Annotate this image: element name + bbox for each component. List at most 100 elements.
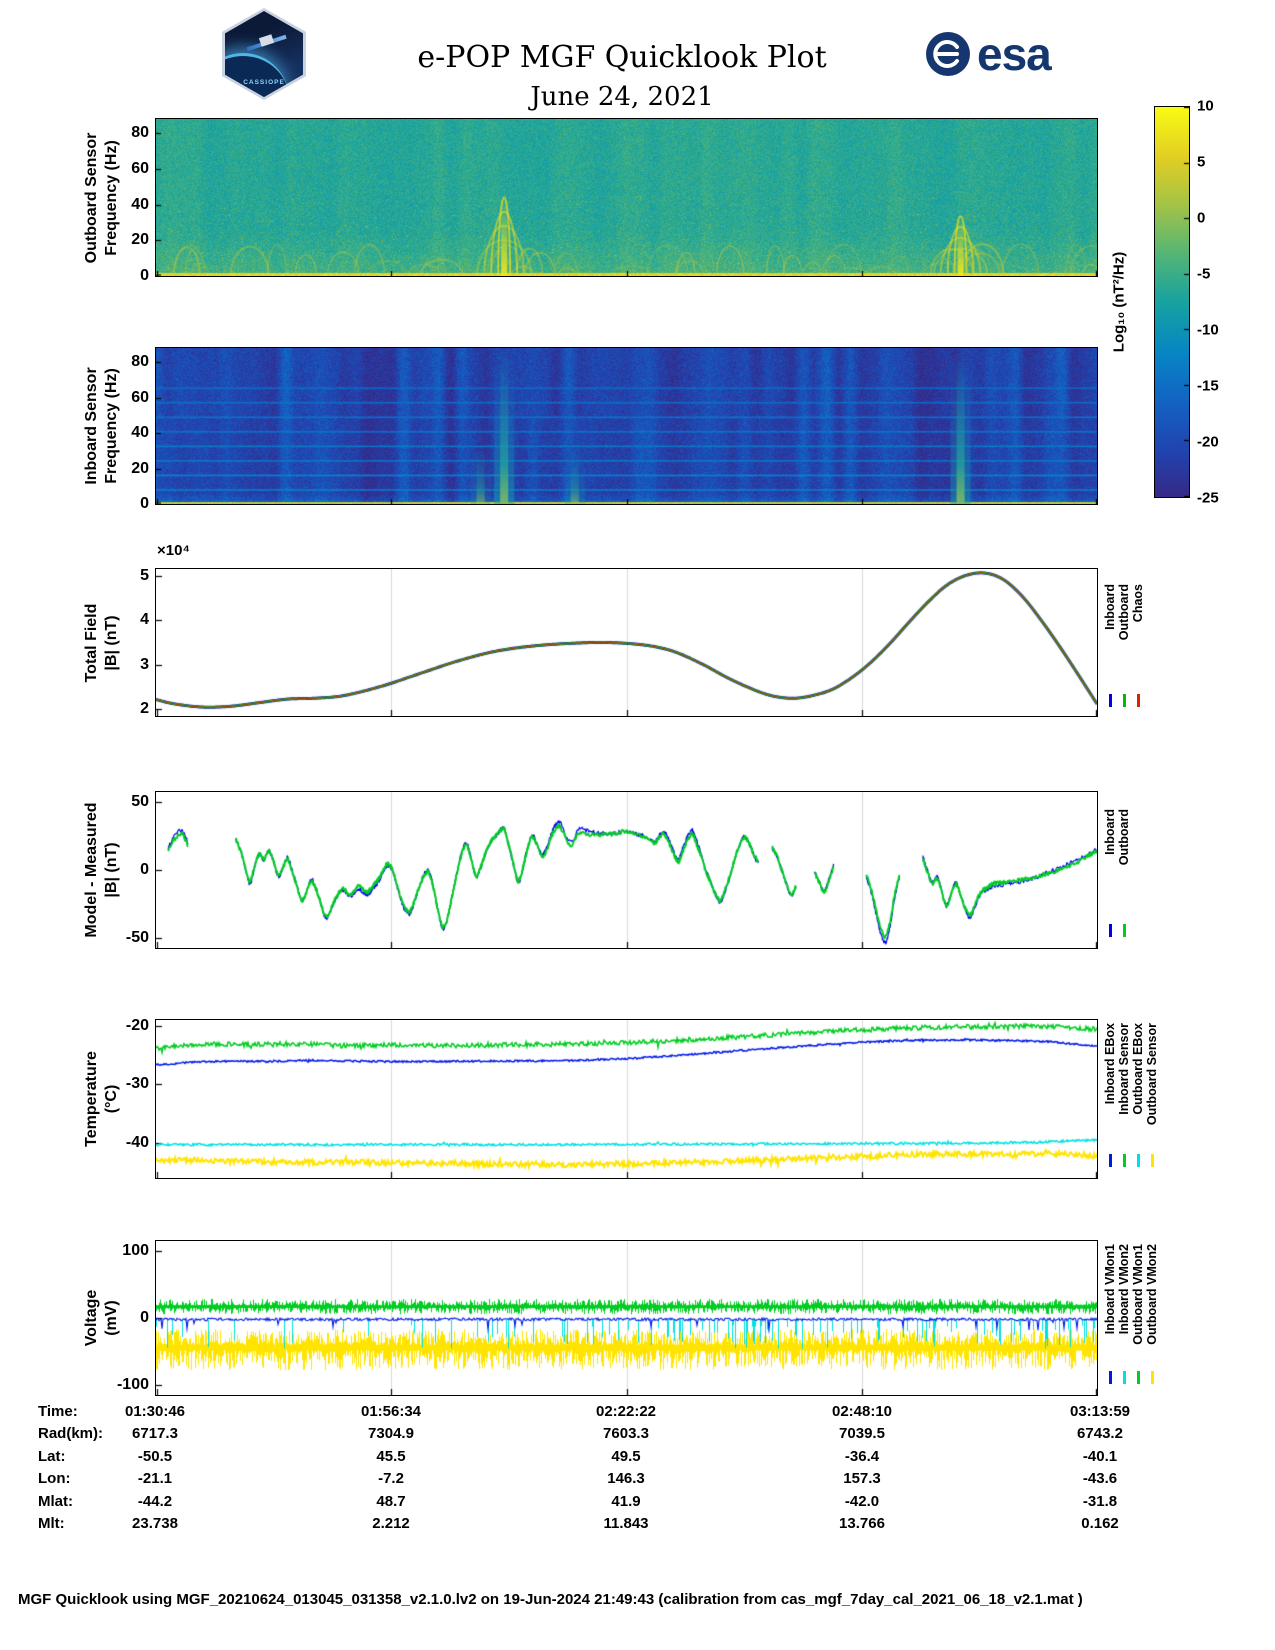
table-cell: 45.5 [376,1447,406,1465]
table-row-label: Rad(km): [38,1425,104,1443]
table-row-label: Time: [38,1403,78,1420]
colorbar-tick-label: -15 [1197,377,1219,395]
colorbar-tick-label: 0 [1197,209,1206,227]
cassiope-hexagon-inner: CASSIOPE [225,11,303,97]
colorbar-tick-label: -25 [1197,489,1219,507]
legend-line-sample [1122,1154,1126,1167]
total-field-scale-label: ×10⁴ [157,542,190,559]
ytick-label-voltage: 0 [140,1309,149,1326]
table-cell: -40.1 [1082,1447,1118,1465]
ytick-label-temperature: -30 [125,1075,149,1093]
ytick-label-voltage: 100 [122,1242,149,1260]
legend-label: Inboard EBox [1103,1023,1117,1105]
ytick-label-outboard-spectrogram: 40 [131,195,149,213]
ylabel-voltage: Voltage (mV) [83,1289,120,1347]
table-cell: -21.1 [137,1470,173,1488]
table-cell: 01:30:46 [124,1403,186,1420]
legend-line-sample [1150,1371,1154,1384]
temperature-panel [155,1019,1098,1179]
legend-entry: Outboard [1117,809,1131,937]
legend-entry: Inboard VMon1 [1103,1244,1117,1384]
temperature-canvas [156,1020,1097,1178]
outboard-spectrogram-canvas [156,119,1097,276]
legend-total-field: Inboard Outboard Chaos [1103,584,1145,707]
figure-title: e-POP MGF Quicklook Plot [417,40,827,75]
legend-entry: Outboard VMon2 [1145,1244,1159,1384]
table-cell: 11.843 [603,1515,649,1532]
legend-label: Outboard VMon1 [1131,1244,1145,1345]
legend-line-sample [1136,694,1140,707]
colorbar-label: Log₁₀ (nT²/Hz) [1110,251,1128,353]
table-cell: 6743.2 [1077,1425,1123,1443]
legend-label: Outboard VMon2 [1145,1244,1159,1345]
ylabel-outboard-sensor: Outboard Sensor Frequency (Hz) [83,132,120,263]
legend-model-minus-measured: Inboard Outboard [1103,809,1131,937]
legend-line-sample [1122,924,1126,937]
table-cell: -36.4 [844,1447,880,1465]
ytick-label-total-field: 2 [140,700,149,718]
table-row-label: Lon: [38,1470,71,1488]
table-cell: 157.3 [843,1470,881,1488]
legend-label: Outboard Sensor [1145,1023,1159,1126]
esa-emblem-icon [926,32,970,76]
legend-line-sample [1122,694,1126,707]
legend-label: Inboard VMon2 [1117,1244,1131,1335]
ytick-label-temperature: -40 [125,1133,149,1151]
ytick-label-inboard-spectrogram: 20 [131,459,149,477]
inboard-spectrogram-canvas [156,348,1097,504]
ytick-label-temperature: -20 [125,1016,149,1034]
ytick-label-inboard-spectrogram: 0 [140,495,149,512]
table-cell: 146.3 [607,1470,645,1488]
legend-line-sample [1150,1154,1154,1167]
legend-label: Chaos [1131,584,1145,623]
legend-label: Outboard EBox [1131,1023,1145,1115]
legend-entry: Inboard [1103,809,1117,937]
table-cell: 02:48:10 [831,1403,893,1420]
ytick-label-model-minus-measured: 0 [140,861,149,878]
legend-line-sample [1108,1371,1112,1384]
colorbar-tick-label: -10 [1197,321,1219,339]
table-cell: 01:56:34 [360,1403,422,1420]
table-row-label: Mlt: [38,1515,65,1532]
table-cell: 7039.5 [839,1425,885,1443]
colorbar-tick-label: -20 [1197,433,1219,451]
model-minus-measured-panel [155,791,1098,949]
cassiope-hexagon: CASSIOPE [222,8,306,100]
total-field-panel [155,568,1098,717]
legend-line-sample [1122,1371,1126,1384]
legend-line-sample [1108,924,1112,937]
legend-label: Inboard VMon1 [1103,1244,1117,1335]
colorbar-tick-label: 5 [1197,153,1206,171]
ylabel-inboard-sensor: Inboard Sensor Frequency (Hz) [83,367,120,485]
satellite-icon [258,34,275,47]
legend-label: Inboard [1103,809,1117,855]
table-cell: 48.7 [376,1492,406,1510]
total-field-canvas [156,569,1097,716]
legend-line-sample [1136,1154,1140,1167]
table-row-label: Mlat: [38,1492,73,1510]
ytick-label-model-minus-measured: -50 [125,929,149,947]
ylabel-total-field: Total Field |B| (nT) [83,603,120,682]
ytick-label-outboard-spectrogram: 20 [131,231,149,249]
ylabel-model-minus-measured: Model - Measured |B| (nT) [83,802,120,938]
esa-logo: esa [924,28,1052,80]
ytick-label-inboard-spectrogram: 60 [131,388,149,406]
legend-entry: Inboard [1103,584,1117,707]
model-minus-measured-canvas [156,792,1097,948]
table-cell: 03:13:59 [1069,1403,1131,1420]
figure-date: June 24, 2021 [530,82,714,112]
legend-entry: Inboard EBox [1103,1023,1117,1167]
esa-wordmark: esa [977,28,1052,80]
table-cell: -31.8 [1082,1492,1118,1510]
legend-label: Outboard [1117,809,1131,866]
table-cell: -7.2 [378,1470,404,1488]
ytick-label-model-minus-measured: 50 [131,792,149,810]
table-cell: -42.0 [844,1492,880,1510]
colorbar [1154,106,1190,498]
legend-entry: Outboard VMon1 [1131,1244,1145,1384]
ytick-label-outboard-spectrogram: 60 [131,159,149,177]
table-cell: 41.9 [611,1492,641,1510]
legend-entry: Inboard Sensor [1117,1023,1131,1167]
table-cell: 2.212 [372,1515,410,1532]
ytick-label-outboard-spectrogram: 0 [140,267,149,284]
